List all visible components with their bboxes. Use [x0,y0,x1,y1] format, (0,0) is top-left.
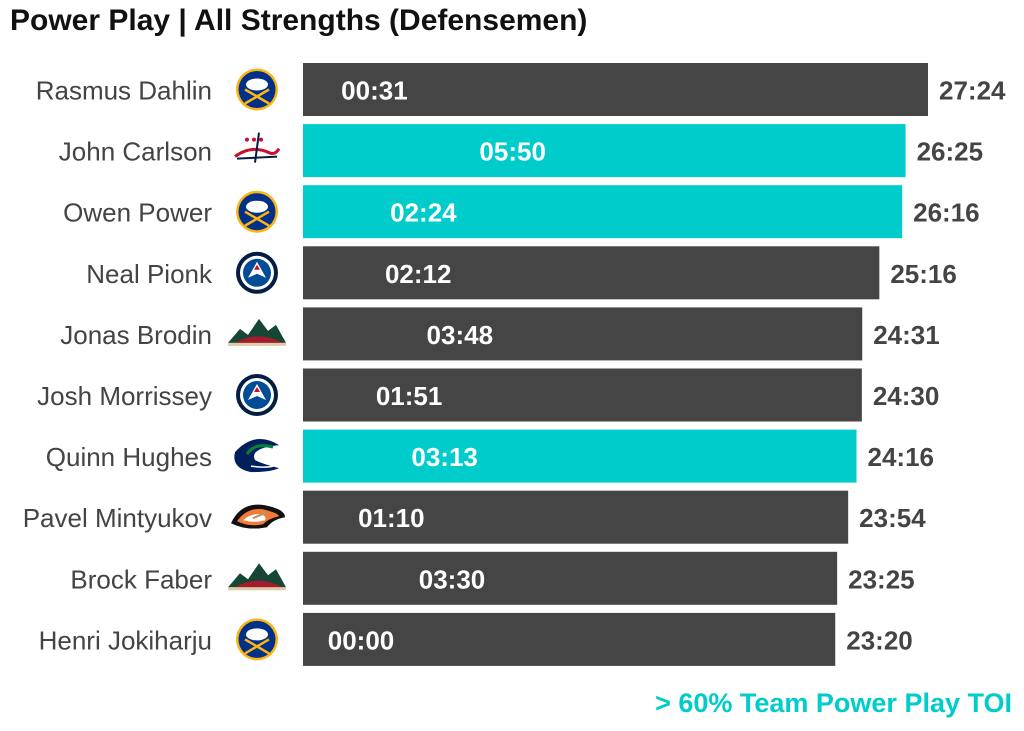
total-toi-label: 23:54 [859,503,926,533]
total-toi-label: 23:25 [848,564,915,594]
pp-toi-label: 01:10 [358,503,425,533]
pp-toi-label: 03:13 [411,442,478,472]
total-toi-label: 24:16 [868,442,935,472]
toi-bar [303,246,880,300]
toi-bar [303,551,838,605]
buffalo-sabres-logo-icon [236,618,278,661]
player-row: Pavel Mintyukov 01:10 23:54 [23,490,926,544]
player-row: Brock Faber 03:30 23:25 [70,551,915,605]
minnesota-wild-logo-icon [228,563,286,591]
player-row: Neal Pionk 02:12 25:16 [86,246,957,300]
total-toi-label: 23:20 [846,625,913,655]
toi-bar [303,368,862,422]
player-row: Josh Morrissey 01:51 24:30 [37,368,940,422]
vancouver-canucks-logo-icon [234,439,279,473]
toi-bar [303,490,849,544]
player-name: Henri Jokiharju [39,625,212,655]
buffalo-sabres-logo-icon [236,68,278,111]
player-row: John Carlson 05:50 26:25 [59,124,984,178]
pp-toi-label: 02:24 [390,198,457,228]
minnesota-wild-logo-icon [228,318,286,346]
pp-toi-label: 00:31 [341,76,408,106]
player-row: Rasmus Dahlin 00:31 27:24 [36,63,1006,116]
player-name: Quinn Hughes [46,442,212,472]
player-name: Owen Power [63,198,212,228]
toi-bar [303,185,903,239]
toi-bar [303,612,836,666]
player-row: Owen Power 02:24 26:16 [63,185,980,239]
total-toi-label: 24:31 [873,320,940,350]
toi-bar [303,124,906,178]
pp-toi-label: 02:12 [385,259,452,289]
total-toi-label: 25:16 [890,259,957,289]
player-name: Jonas Brodin [60,320,212,350]
toi-bar [303,63,928,116]
player-row: Henri Jokiharju 00:00 23:20 [39,612,913,666]
total-toi-label: 24:30 [873,381,940,411]
total-toi-label: 26:25 [917,137,984,167]
pp-toi-label: 01:51 [376,381,443,411]
winnipeg-jets-logo-icon [236,251,278,294]
total-toi-label: 26:16 [913,198,980,228]
player-name: John Carlson [59,137,212,167]
player-name: Pavel Mintyukov [23,503,212,533]
player-name: Josh Morrissey [37,381,212,411]
total-toi-label: 27:24 [939,76,1006,106]
player-row: Jonas Brodin 03:48 24:31 [60,307,940,361]
buffalo-sabres-logo-icon [236,190,278,233]
player-row: Quinn Hughes 03:13 24:16 [46,429,935,483]
toi-bar [303,429,857,483]
winnipeg-jets-logo-icon [236,374,278,416]
pp-toi-label: 03:48 [427,320,494,350]
chart-title: Power Play | All Strengths (Defensemen) [10,4,588,37]
washington-capitals-logo-icon [234,132,281,163]
legend-note: > 60% Team Power Play TOI [655,688,1012,718]
pp-toi-label: 05:50 [479,137,546,167]
player-name: Rasmus Dahlin [36,76,212,106]
player-name: Neal Pionk [86,259,213,289]
toi-bar [303,307,863,361]
player-name: Brock Faber [70,564,212,594]
pp-toi-label: 03:30 [419,564,486,594]
anaheim-ducks-logo-icon [231,504,285,529]
pp-toi-label: 00:00 [328,625,395,655]
